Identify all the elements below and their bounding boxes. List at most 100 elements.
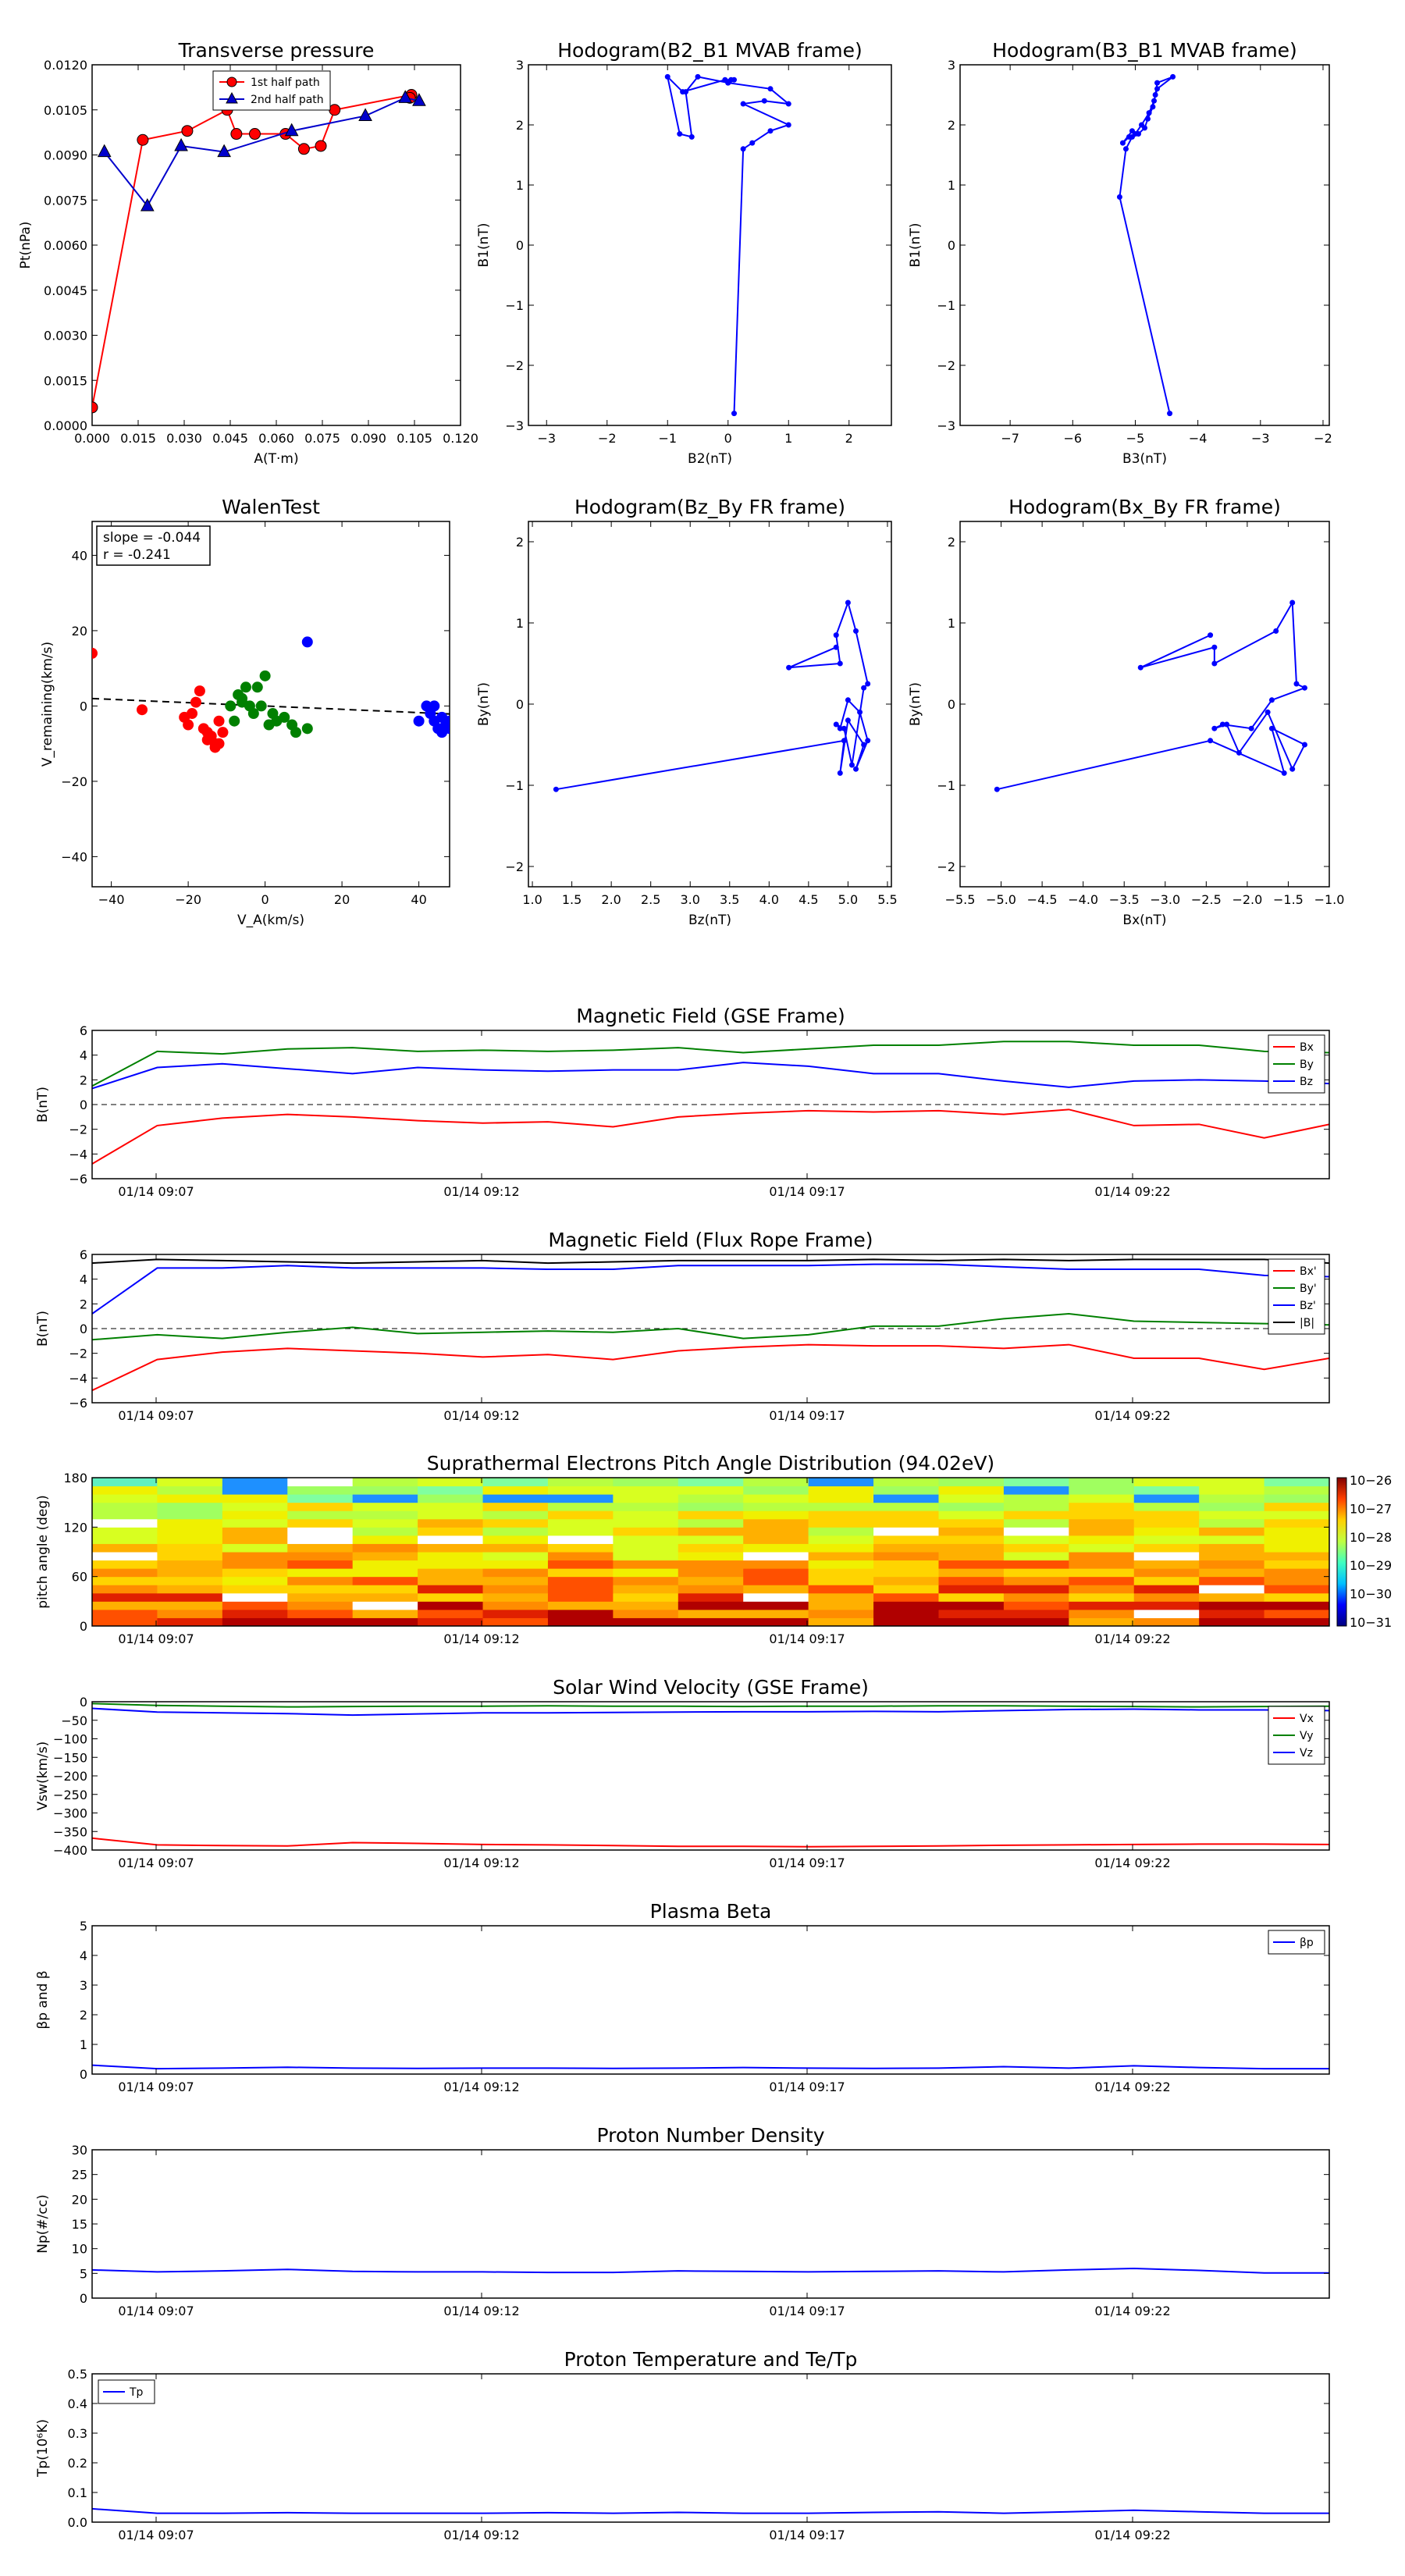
x-tick-label: 0 xyxy=(261,892,269,907)
heatmap-cell xyxy=(482,1494,549,1503)
heatmap-cell xyxy=(352,1560,418,1569)
heatmap-cell xyxy=(613,1510,679,1520)
heatmap-cell xyxy=(873,1585,939,1594)
heatmap-cell xyxy=(808,1552,874,1561)
y-axis-label: B(nT) xyxy=(35,1087,51,1123)
heatmap-cell xyxy=(92,1543,158,1553)
heatmap-cell xyxy=(1003,1485,1069,1495)
heatmap-cell xyxy=(743,1568,809,1578)
heatmap-cell xyxy=(418,1478,484,1487)
heatmap-cell xyxy=(418,1592,484,1602)
heatmap-cell xyxy=(482,1617,549,1626)
heatmap-cell xyxy=(678,1601,744,1610)
data-point xyxy=(833,644,839,650)
heatmap-cell xyxy=(482,1510,549,1520)
plot-frame xyxy=(91,2149,1330,2299)
heatmap-cell xyxy=(1133,1478,1200,1487)
heatmap-cell xyxy=(157,1609,223,1618)
data-point xyxy=(1273,628,1279,634)
heatmap-cell xyxy=(873,1576,939,1585)
heatmap-cell xyxy=(808,1568,874,1578)
heatmap-cell xyxy=(1199,1609,1265,1618)
heatmap-cell xyxy=(808,1585,874,1594)
heatmap-cell xyxy=(157,1601,223,1610)
data-point xyxy=(213,715,225,727)
legend-marker xyxy=(226,91,238,104)
x-tick-label: 0.060 xyxy=(258,431,294,446)
heatmap-cell xyxy=(938,1617,1005,1626)
colorbar-tick-label: 10−26 xyxy=(1350,1473,1392,1488)
heatmap-cell xyxy=(352,1552,418,1561)
chart-title: Transverse pressure xyxy=(178,39,375,62)
plot-frame xyxy=(528,64,892,426)
data-point xyxy=(230,128,243,141)
plot-area xyxy=(994,600,1307,792)
x-tick-label: 5.5 xyxy=(877,892,897,907)
heatmap-cell xyxy=(1264,1601,1329,1610)
data-point xyxy=(297,143,310,155)
x-tick-label: 01/14 09:17 xyxy=(769,1408,845,1423)
x-tick-label: −2.5 xyxy=(1191,892,1222,907)
plot-frame xyxy=(91,64,461,426)
heatmap-cell xyxy=(157,1485,223,1495)
heatmap-cell xyxy=(1264,1518,1329,1528)
y-tick-label: −3 xyxy=(505,418,524,433)
data-point xyxy=(92,647,98,659)
heatmap-cell xyxy=(1003,1543,1069,1553)
heatmap-cell xyxy=(287,1601,354,1610)
heatmap-cell xyxy=(547,1518,614,1528)
x-tick-label: 01/14 09:17 xyxy=(769,1856,845,1870)
y-tick-label: 0.0090 xyxy=(44,148,87,163)
y-tick-label: 1 xyxy=(948,178,955,193)
plot-area xyxy=(92,2267,1329,2274)
y-tick-label: 0.0 xyxy=(68,2515,87,2530)
heatmap-cell xyxy=(743,1485,809,1495)
heatmap-cell xyxy=(92,1617,158,1626)
x-tick-label: 01/14 09:17 xyxy=(769,1184,845,1199)
heatmap-cell xyxy=(1264,1609,1329,1618)
data-point xyxy=(229,715,240,727)
series-line xyxy=(92,2507,1329,2514)
y-tick-label: −6 xyxy=(69,1396,87,1411)
x-tick-label: 01/14 09:12 xyxy=(443,2080,519,2094)
x-tick-label: 0.075 xyxy=(304,431,340,446)
heatmap-cell xyxy=(938,1485,1005,1495)
data-point xyxy=(1116,194,1122,200)
heatmap-cell xyxy=(547,1560,614,1569)
heatmap-cell xyxy=(157,1560,223,1569)
heatmap-cell xyxy=(808,1601,874,1610)
x-tick-label: 01/14 09:07 xyxy=(118,1184,194,1199)
data-point xyxy=(194,685,205,697)
y-tick-label: 0 xyxy=(516,238,524,253)
data-point xyxy=(994,786,1000,792)
data-point xyxy=(1122,146,1129,152)
plot-frame xyxy=(91,521,450,888)
plot-frame xyxy=(91,1477,1330,1627)
heatmap-cell xyxy=(92,1560,158,1569)
heatmap-cell xyxy=(1264,1485,1329,1495)
data-point xyxy=(767,128,774,134)
colorbar-tick-label: 10−31 xyxy=(1350,1615,1392,1630)
y-tick-label: 5 xyxy=(80,1919,87,1934)
heatmap-cell xyxy=(1199,1543,1265,1553)
chart-vsw: Solar Wind Velocity (GSE Frame) −400 −350 −… xyxy=(35,1676,1330,1870)
data-point xyxy=(413,715,425,727)
heatmap-cell xyxy=(873,1518,939,1528)
heatmap-cell xyxy=(352,1502,418,1511)
data-point xyxy=(358,108,372,121)
data-point xyxy=(251,681,263,693)
heatmap-cell xyxy=(1003,1609,1069,1618)
y-tick-label: 0 xyxy=(80,699,87,713)
data-point xyxy=(841,725,847,731)
heatmap-cell xyxy=(678,1510,744,1520)
heatmap-cell xyxy=(352,1518,418,1528)
data-point xyxy=(92,401,98,414)
heatmap-cell xyxy=(287,1485,354,1495)
heatmap-cell xyxy=(938,1494,1005,1503)
data-point xyxy=(140,197,155,212)
heatmap-cell xyxy=(678,1585,744,1594)
heatmap-cell xyxy=(352,1527,418,1536)
heatmap-cell xyxy=(1199,1552,1265,1561)
colorbar-tick-label: 10−29 xyxy=(1350,1558,1392,1573)
heatmap-cell xyxy=(547,1609,614,1618)
